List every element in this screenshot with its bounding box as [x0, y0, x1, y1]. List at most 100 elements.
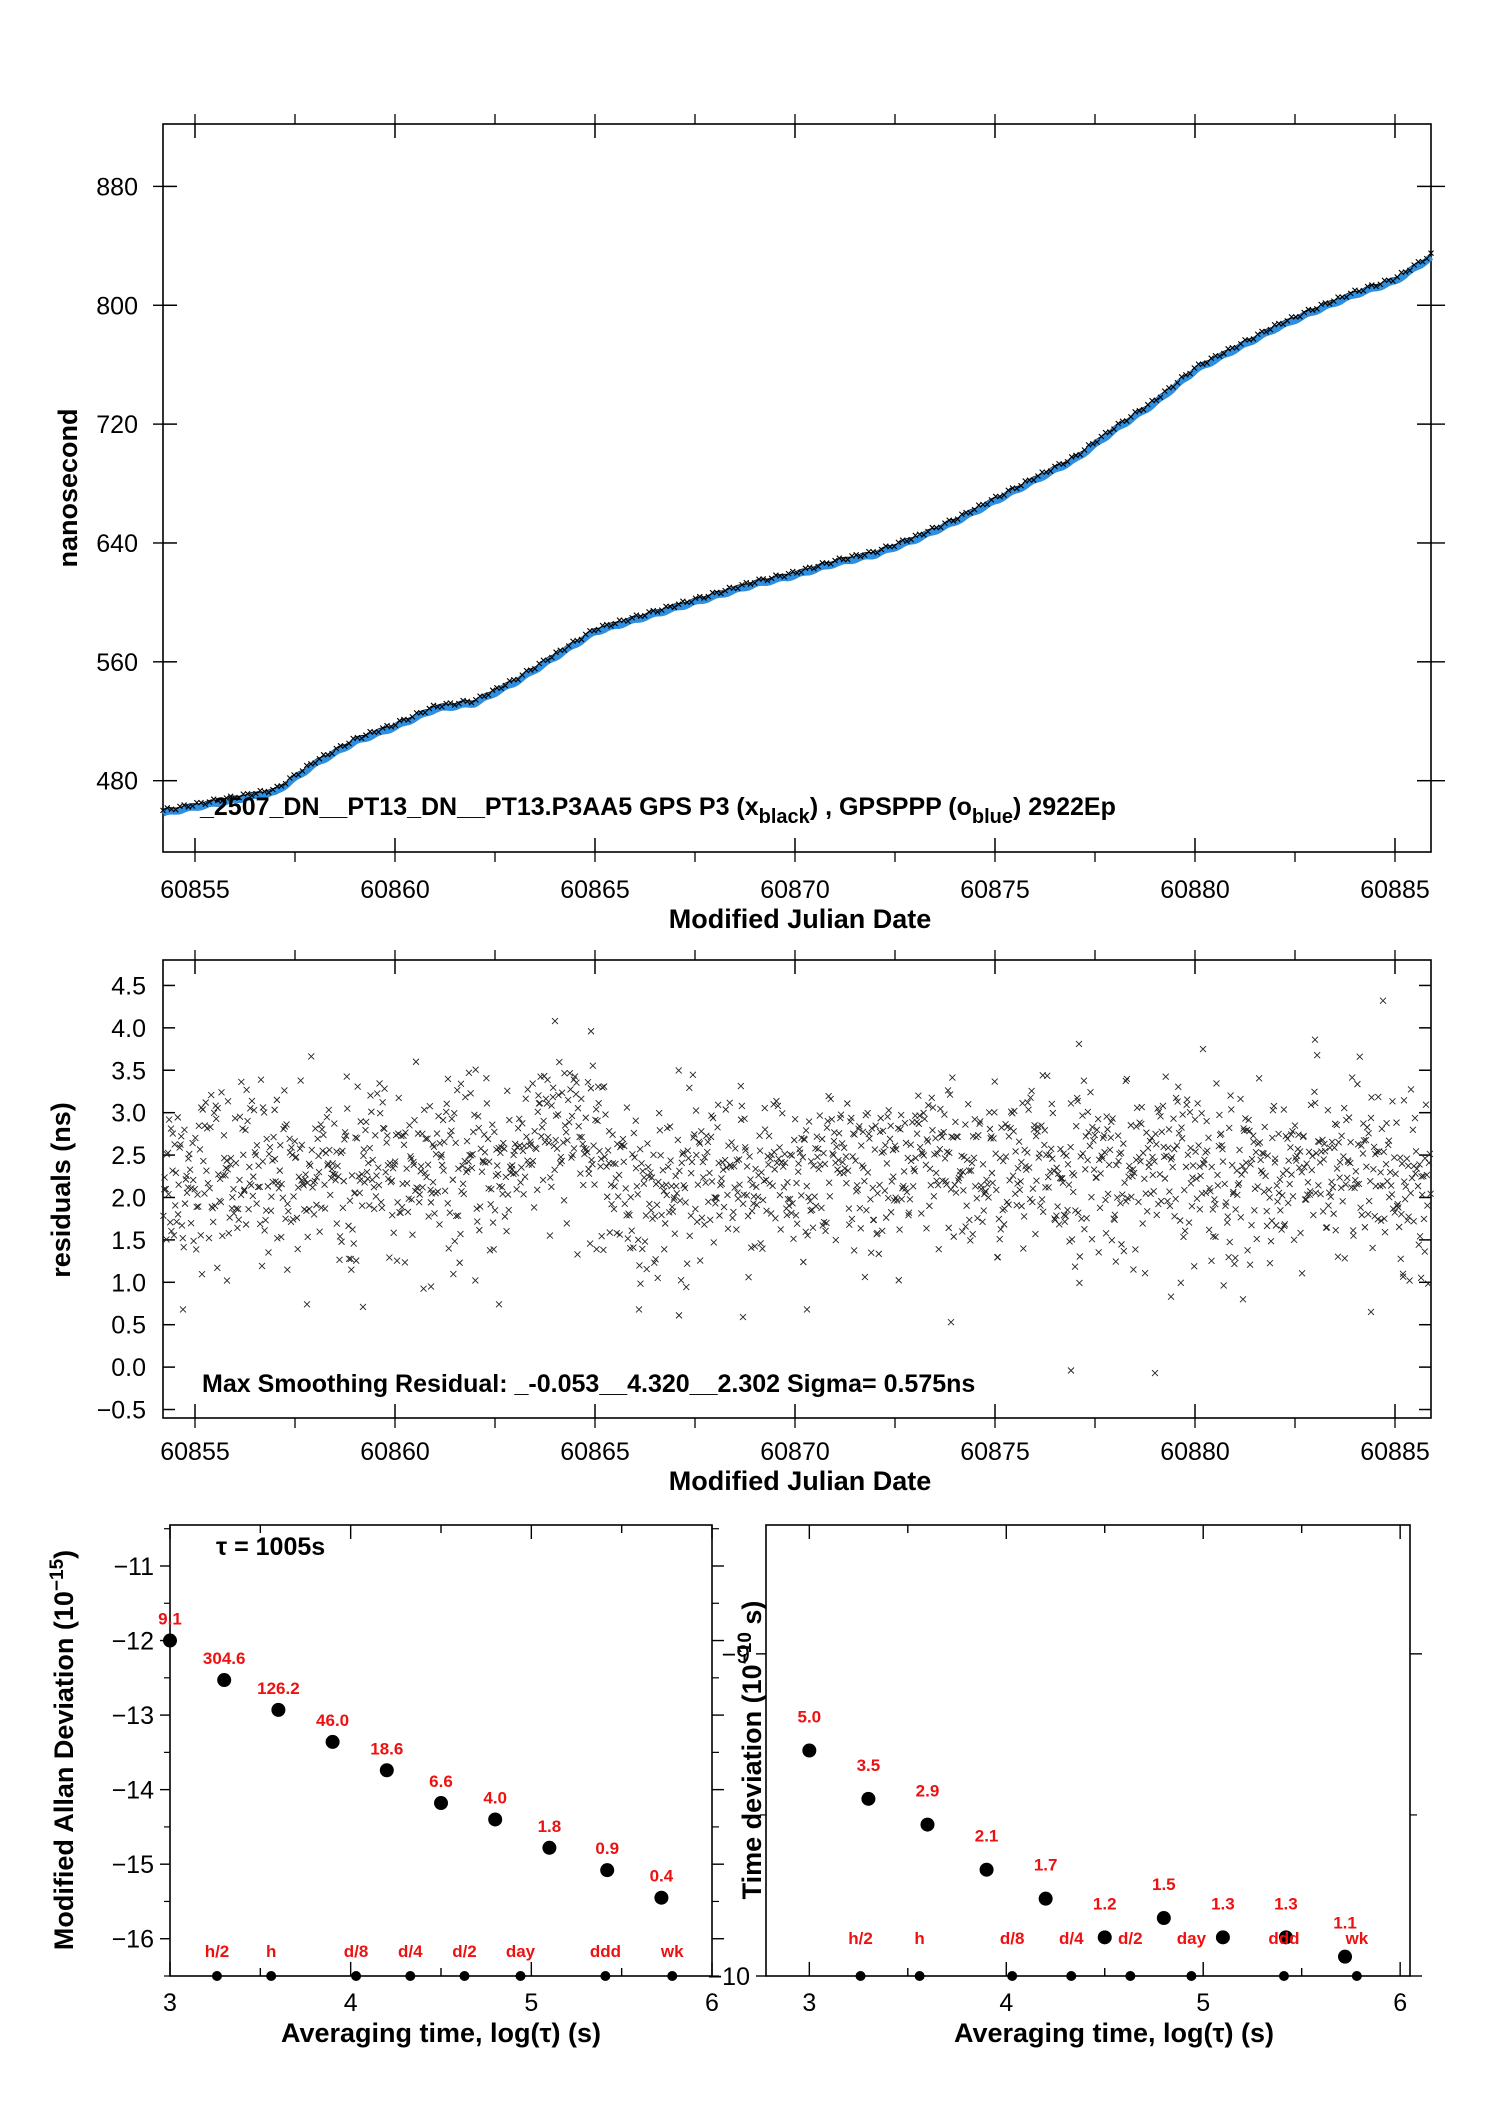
tdev-point-label: 5.0 [798, 1708, 822, 1727]
residual-point [1258, 1149, 1266, 1157]
residual-point [821, 1160, 829, 1168]
gps-point [764, 577, 771, 584]
residual-point [1174, 1098, 1181, 1105]
residual-point [1231, 1260, 1238, 1268]
residual-point [410, 1158, 417, 1166]
residual-point [588, 1156, 595, 1164]
residual-point [480, 1131, 488, 1138]
residual-point [701, 1154, 709, 1161]
residual-point [818, 1204, 825, 1212]
residual-point [1033, 1177, 1040, 1184]
residual-point [367, 1092, 374, 1099]
residual-point [389, 1164, 397, 1172]
residual-point [1290, 1236, 1298, 1244]
residual-point [943, 1148, 951, 1156]
residual-point [621, 1200, 629, 1208]
residual-point [438, 1151, 445, 1159]
residual-point [646, 1200, 653, 1208]
residual-point [253, 1141, 261, 1149]
residual-point [450, 1270, 457, 1278]
gps-point [519, 672, 526, 678]
residual-point [1124, 1194, 1131, 1202]
residual-point [1403, 1155, 1411, 1163]
residual-point [388, 1177, 396, 1185]
gps-point [333, 745, 340, 752]
residual-point [178, 1222, 186, 1229]
residual-point [536, 1099, 544, 1107]
residual-point [1420, 1172, 1427, 1180]
residual-point [434, 1188, 442, 1195]
residual-point [306, 1162, 314, 1170]
residual-point [190, 1237, 197, 1245]
tdev-tau-label: d/8 [1000, 1929, 1025, 1948]
gps-point [1411, 262, 1417, 268]
gps-point [388, 723, 395, 730]
residual-point [833, 1143, 840, 1151]
residual-point [521, 1173, 529, 1181]
gps-point [713, 589, 720, 596]
residual-point [991, 1078, 999, 1085]
gps-point [587, 627, 593, 634]
residual-point [946, 1091, 954, 1098]
residual-point [642, 1212, 650, 1219]
mdev-tau-annotation: τ = 1005s [216, 1533, 325, 1561]
residual-point [315, 1168, 323, 1176]
residual-point [1025, 1106, 1032, 1114]
gps-point [701, 595, 707, 601]
residual-point [234, 1224, 241, 1232]
residual-point [1157, 1197, 1165, 1205]
residual-point [220, 1132, 228, 1139]
residual-point [583, 1148, 591, 1156]
residual-point [738, 1102, 746, 1110]
residual-point [920, 1109, 927, 1117]
residual-point [634, 1236, 642, 1244]
residual-point [271, 1155, 279, 1163]
residual-point [844, 1167, 852, 1174]
residual-point [989, 1179, 996, 1187]
residual-point [560, 1196, 568, 1204]
residual-point [852, 1157, 859, 1164]
residual-outlier-point [427, 1283, 435, 1290]
residual-point [600, 1083, 608, 1090]
gps-point [202, 801, 209, 808]
residual-point [566, 1069, 574, 1077]
residual-point [520, 1190, 527, 1198]
residual-point [718, 1175, 725, 1182]
residual-point [281, 1087, 288, 1094]
residual-point [565, 1118, 573, 1126]
residual-point [1418, 1173, 1425, 1180]
residual-point [562, 1128, 570, 1136]
residual-outlier-point [1399, 1270, 1407, 1278]
residual-point [1238, 1171, 1245, 1178]
residual-point [390, 1229, 398, 1237]
residual-point [345, 1255, 353, 1263]
residual-point [910, 1165, 917, 1173]
residual-point [689, 1071, 697, 1079]
residual-point [616, 1231, 624, 1238]
residuals-ytick-label: 4.5 [111, 972, 146, 1000]
residual-point [824, 1117, 832, 1125]
residual-point [246, 1105, 254, 1112]
residual-point [701, 1221, 708, 1228]
residual-point [868, 1125, 876, 1132]
residual-point [203, 1167, 210, 1174]
residual-point [439, 1116, 447, 1124]
gps-point [908, 536, 915, 543]
gps-point [675, 601, 682, 608]
residual-point [360, 1152, 367, 1160]
residual-point [864, 1169, 872, 1176]
residual-point [311, 1177, 319, 1185]
residual-point [358, 1171, 366, 1178]
residual-point [937, 1105, 944, 1113]
residual-point [805, 1118, 813, 1125]
residual-outlier-point [1151, 1369, 1159, 1377]
residuals-ytick-label: 0.0 [111, 1354, 146, 1382]
residual-point [1399, 1273, 1407, 1281]
residual-point [247, 1181, 255, 1189]
residual-point [1325, 1189, 1333, 1197]
residual-point [1209, 1233, 1217, 1240]
residual-point [481, 1159, 489, 1166]
gps-point [405, 717, 412, 723]
residual-point [305, 1160, 313, 1168]
residual-point [527, 1138, 534, 1146]
